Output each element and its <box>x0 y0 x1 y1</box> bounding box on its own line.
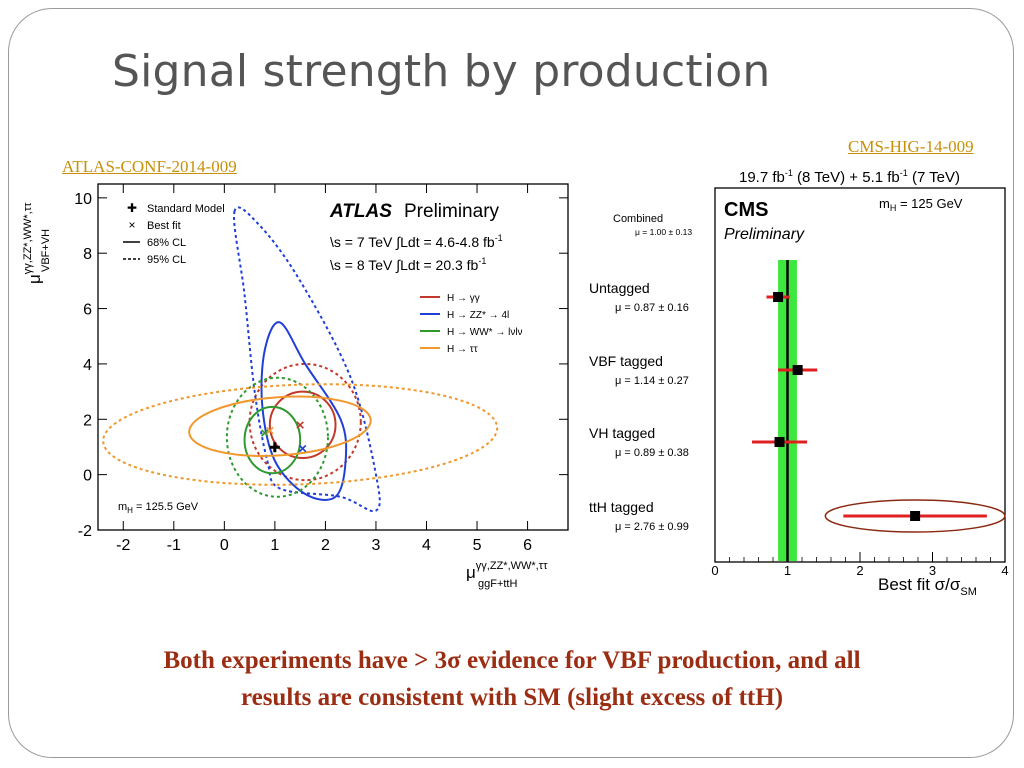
conclusion-line-1: Both experiments have > 3σ evidence for … <box>163 647 861 674</box>
cms-highlight-ellipse <box>824 499 1006 533</box>
cms-best-fit-marker <box>774 437 785 447</box>
cms-x-axis-label: Best fit σ/σSM <box>878 575 977 598</box>
atlas-best-fit-marker: × <box>296 417 305 434</box>
cms-category-label: VBF tagged <box>589 353 663 369</box>
atlas-legend-label: 68% CL <box>147 237 186 249</box>
cms-x-tick-label: 3 <box>929 563 936 578</box>
cms-category-value: μ = 0.87 ± 0.16 <box>615 302 689 314</box>
atlas-x-tick-label: 4 <box>422 537 431 554</box>
cms-combined-value: μ = 1.00 ± 0.13 <box>635 227 692 237</box>
atlas-mass-label: mH = 125.5 GeV <box>118 501 199 515</box>
atlas-x-tick-label: -2 <box>116 537 130 554</box>
atlas-x-axis-label: μγγ,ZZ*,WW*,ττ <box>466 560 548 582</box>
cms-mass-label: mH = 125 GeV <box>879 196 963 213</box>
atlas-best-fit-marker: × <box>265 422 274 439</box>
atlas-y-tick-label: 10 <box>74 191 92 208</box>
atlas-contour-68 <box>243 405 302 475</box>
cms-best-fit-marker <box>910 511 921 521</box>
atlas-contour-68 <box>260 321 348 501</box>
atlas-legend-symbol: ✚ <box>127 201 137 215</box>
atlas-y-tick-label: 6 <box>83 302 92 319</box>
atlas-best-fit-marker: × <box>298 440 307 457</box>
atlas-legend-label: 95% CL <box>147 254 186 266</box>
atlas-reference-link[interactable]: ATLAS-CONF-2014-009 <box>62 157 237 176</box>
atlas-y-tick-label: 8 <box>83 246 92 263</box>
atlas-contour-68 <box>188 395 372 457</box>
atlas-series-legend-label: H → ττ <box>447 344 478 355</box>
atlas-experiment-label: ATLAS <box>329 201 392 222</box>
atlas-contour-95 <box>225 376 329 498</box>
atlas-standard-model-marker: ✚ <box>269 440 280 455</box>
atlas-y-tick-label: -2 <box>78 523 92 540</box>
cms-lumi-label: 19.7 fb-1 (8 TeV) + 5.1 fb-1 (7 TeV) <box>739 168 960 186</box>
cms-category-value: μ = 2.76 ± 0.99 <box>615 521 689 533</box>
cms-category-value: μ = 1.14 ± 0.27 <box>615 375 689 387</box>
atlas-contour-95 <box>233 206 381 513</box>
atlas-x-tick-label: 6 <box>523 537 532 554</box>
atlas-contour-95 <box>248 362 362 482</box>
cms-reference-link[interactable]: CMS-HIG-14-009 <box>848 137 974 156</box>
atlas-x-tick-label: -1 <box>167 537 181 554</box>
atlas-series-legend-label: H → WW* → lνlν <box>447 327 523 338</box>
conclusion-text: Both experiments have > 3σ evidence for … <box>20 642 1004 716</box>
atlas-y-tick-label: 2 <box>83 412 92 429</box>
cms-experiment-label: CMS <box>724 199 768 221</box>
atlas-x-tick-label: 1 <box>270 537 279 554</box>
atlas-y-axis-label: μγγ,ZZ*,WW*,ττ <box>22 202 44 284</box>
cms-combined-label: Combined <box>613 213 663 225</box>
conclusion-line-2: results are consistent with SM (slight e… <box>240 684 784 711</box>
cms-x-tick-label: 1 <box>784 563 791 578</box>
atlas-lumi-7tev: \s = 7 TeV ∫Ldt = 4.6-4.8 fb-1 <box>330 233 503 250</box>
atlas-x-tick-label: 5 <box>473 537 482 554</box>
atlas-x-tick-label: 3 <box>372 537 381 554</box>
cms-category-value: μ = 0.89 ± 0.38 <box>615 447 689 459</box>
cms-x-tick-label: 0 <box>711 563 718 578</box>
atlas-plot-frame <box>97 183 569 531</box>
cms-status-label: Preliminary <box>724 226 805 243</box>
cms-category-label: ttH tagged <box>589 499 654 515</box>
atlas-x-tick-label: 0 <box>220 537 229 554</box>
atlas-legend-label: Standard Model <box>147 203 225 215</box>
slide-title: Signal strength by production <box>112 46 771 97</box>
cms-best-fit-marker <box>792 365 803 375</box>
atlas-series-legend-label: H → γγ <box>447 293 480 304</box>
cms-x-tick-label: 2 <box>856 563 863 578</box>
atlas-contour-68 <box>268 390 337 460</box>
atlas-y-tick-label: 0 <box>83 468 92 485</box>
atlas-x-tick-label: 2 <box>321 537 330 554</box>
atlas-y-tick-label: 4 <box>83 357 92 374</box>
cms-plot-frame <box>714 187 1006 563</box>
atlas-series-legend-label: H → ZZ* → 4l <box>447 310 509 321</box>
atlas-x-axis-sublabel: ggF+ttH <box>478 578 517 590</box>
cms-x-tick-label: 4 <box>1001 563 1008 578</box>
cms-category-label: VH tagged <box>589 425 655 441</box>
atlas-best-fit-marker: × <box>260 425 269 442</box>
cms-category-label: Untagged <box>589 280 650 296</box>
atlas-contour-95 <box>102 383 499 486</box>
atlas-y-axis-sublabel: VBF+VH <box>40 229 52 272</box>
slide-frame <box>8 8 1014 758</box>
atlas-lumi-8tev: \s = 8 TeV ∫Ldt = 20.3 fb-1 <box>330 256 486 273</box>
cms-best-fit-marker <box>773 292 784 302</box>
atlas-legend-symbol: × <box>128 218 135 232</box>
cms-chart: 19.7 fb-1 (8 TeV) + 5.1 fb-1 (7 TeV) 0 1 2… <box>589 168 1009 598</box>
atlas-legend-label: Best fit <box>147 220 181 232</box>
atlas-status-label: Preliminary <box>404 201 500 222</box>
